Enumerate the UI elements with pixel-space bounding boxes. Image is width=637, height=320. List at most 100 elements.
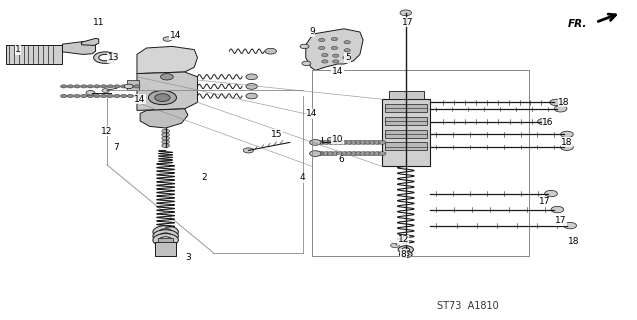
Circle shape (369, 152, 376, 156)
Circle shape (360, 152, 368, 156)
Bar (385, 130, 427, 138)
Circle shape (378, 152, 386, 156)
Circle shape (74, 94, 80, 98)
Circle shape (327, 137, 335, 141)
Circle shape (101, 94, 107, 98)
Bar (385, 117, 427, 125)
Circle shape (360, 140, 368, 144)
Circle shape (374, 152, 382, 156)
Polygon shape (82, 38, 99, 45)
Circle shape (322, 53, 328, 57)
Circle shape (114, 85, 120, 88)
Text: 10: 10 (332, 135, 343, 144)
Circle shape (350, 140, 358, 144)
Text: 1: 1 (15, 45, 21, 54)
Circle shape (67, 94, 73, 98)
Circle shape (265, 48, 276, 54)
Circle shape (331, 46, 338, 50)
Circle shape (318, 152, 326, 156)
Text: 17: 17 (539, 197, 550, 206)
Text: 4: 4 (300, 173, 305, 182)
Circle shape (554, 106, 567, 112)
Circle shape (120, 85, 127, 88)
Circle shape (162, 129, 169, 133)
Text: 18: 18 (568, 237, 579, 246)
Circle shape (67, 85, 73, 88)
Circle shape (80, 85, 87, 88)
Circle shape (74, 85, 80, 88)
Circle shape (333, 54, 339, 57)
Bar (382, 99, 430, 166)
Circle shape (246, 84, 257, 89)
Text: 6: 6 (338, 156, 344, 164)
Bar (127, 80, 139, 90)
Circle shape (355, 140, 362, 144)
Circle shape (99, 54, 111, 61)
Circle shape (333, 60, 339, 63)
Circle shape (148, 91, 176, 105)
Text: 14: 14 (134, 95, 146, 104)
Circle shape (403, 253, 409, 256)
Text: 17: 17 (555, 216, 566, 225)
Text: 7: 7 (113, 143, 119, 152)
Circle shape (107, 94, 113, 98)
Circle shape (310, 151, 321, 156)
Circle shape (399, 251, 412, 258)
Circle shape (398, 246, 413, 253)
Circle shape (355, 152, 362, 156)
Circle shape (162, 133, 169, 137)
Circle shape (61, 94, 67, 98)
Circle shape (94, 52, 117, 63)
Circle shape (378, 140, 386, 144)
Circle shape (102, 89, 110, 92)
Circle shape (561, 131, 573, 138)
Circle shape (159, 233, 172, 239)
Circle shape (343, 56, 349, 59)
Circle shape (124, 84, 133, 89)
Polygon shape (140, 109, 188, 128)
Text: 2: 2 (201, 173, 206, 182)
Text: 18: 18 (561, 138, 573, 147)
Polygon shape (137, 46, 197, 74)
Circle shape (127, 85, 134, 88)
Circle shape (153, 234, 178, 246)
Text: 13: 13 (108, 53, 119, 62)
Text: 16: 16 (542, 118, 554, 127)
Circle shape (538, 118, 550, 125)
Circle shape (332, 140, 340, 144)
Text: 12: 12 (101, 127, 113, 136)
Circle shape (87, 85, 94, 88)
Text: 15: 15 (271, 130, 283, 139)
Polygon shape (306, 29, 363, 70)
Circle shape (87, 94, 94, 98)
Text: 14: 14 (169, 31, 181, 40)
Circle shape (134, 85, 140, 88)
Circle shape (302, 61, 311, 66)
Circle shape (114, 94, 120, 98)
Text: FR.: FR. (568, 19, 587, 29)
Circle shape (162, 140, 169, 144)
Text: 9: 9 (309, 28, 315, 36)
Circle shape (400, 10, 412, 16)
Circle shape (322, 140, 330, 144)
Circle shape (341, 152, 349, 156)
Circle shape (162, 144, 169, 148)
Circle shape (350, 152, 358, 156)
Circle shape (322, 60, 328, 63)
Circle shape (246, 93, 257, 99)
Bar (385, 142, 427, 150)
Circle shape (153, 226, 178, 238)
Circle shape (332, 152, 340, 156)
Bar (158, 238, 173, 242)
Text: 12: 12 (397, 236, 409, 244)
Text: 18: 18 (558, 98, 569, 107)
Text: 3: 3 (185, 253, 191, 262)
Circle shape (318, 38, 325, 42)
Circle shape (364, 152, 372, 156)
Circle shape (327, 140, 335, 144)
Text: 17: 17 (402, 18, 413, 27)
Circle shape (94, 94, 100, 98)
Circle shape (162, 136, 169, 140)
Circle shape (364, 140, 372, 144)
Text: 11: 11 (93, 18, 104, 27)
